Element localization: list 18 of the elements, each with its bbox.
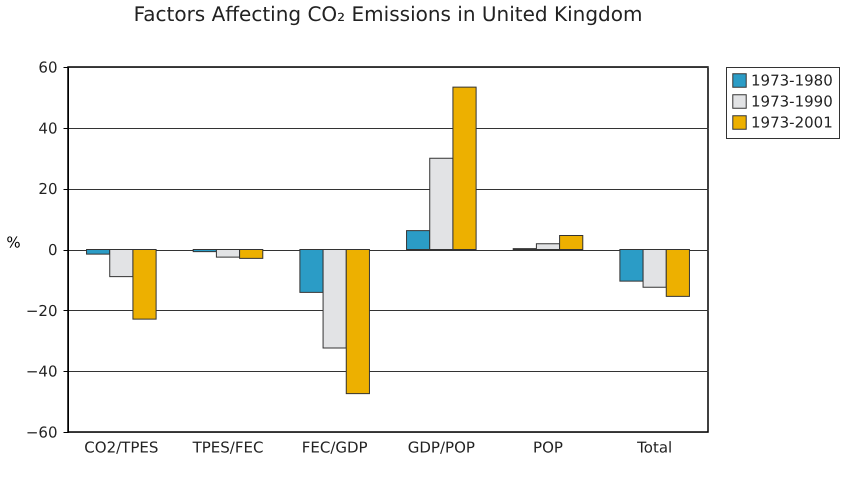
- legend-label: 1973-1980: [751, 72, 833, 90]
- y-tick-label: 0: [48, 241, 58, 259]
- x-tick-label: Total: [636, 438, 672, 456]
- y-tick-label: −20: [26, 302, 58, 320]
- y-tick-label: −60: [26, 424, 58, 442]
- y-axis-title: %: [6, 234, 21, 252]
- y-tick-label: 60: [38, 58, 58, 76]
- legend-label: 1973-1990: [751, 92, 833, 110]
- y-tick-label: −40: [26, 362, 58, 381]
- x-tick-label: POP: [533, 438, 563, 456]
- y-tick-label: 40: [38, 119, 58, 138]
- chart-title: Factors Affecting CO₂ Emissions in United Kingdom: [134, 2, 642, 26]
- x-tick-label: FEC/GDP: [302, 438, 368, 456]
- legend-label: 1973-2001: [751, 114, 833, 132]
- x-tick-label: TPES/FEC: [192, 438, 264, 456]
- y-tick-label: 20: [38, 180, 58, 198]
- x-tick-label: GDP/POP: [408, 438, 475, 456]
- x-tick-label: CO2/TPES: [84, 438, 158, 456]
